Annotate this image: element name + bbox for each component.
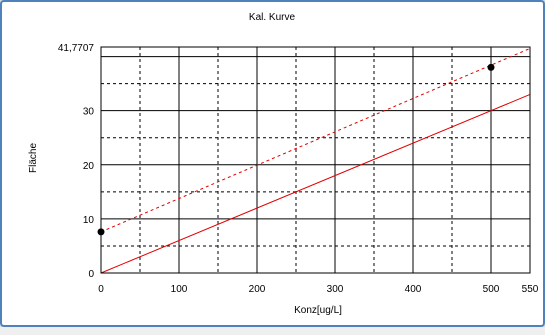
data-point bbox=[487, 63, 495, 71]
bottom-strip bbox=[0, 327, 545, 335]
y-tick-label: 20 bbox=[83, 161, 95, 172]
tick-labels: 0 100 200 300 400 500 550 0 10 20 30 41,7707 bbox=[58, 43, 539, 295]
y-tick-label: 0 bbox=[88, 269, 94, 280]
x-tick-label: 0 bbox=[98, 284, 104, 295]
x-tick-label: 500 bbox=[483, 284, 500, 295]
x-axis-title: Konz[ug/L] bbox=[294, 305, 342, 316]
series-layer bbox=[97, 48, 531, 274]
y-axis-title: Fläche bbox=[28, 143, 39, 173]
y-tick-label: 41,7707 bbox=[58, 43, 95, 54]
x-tick-label: 400 bbox=[405, 284, 422, 295]
dashed-calibration-line bbox=[100, 48, 531, 233]
x-tick-label: 100 bbox=[171, 284, 188, 295]
y-tick-label: 10 bbox=[83, 215, 95, 226]
y-tick-label: 30 bbox=[83, 107, 95, 118]
chart-title: Kal. Kurve bbox=[249, 12, 296, 23]
grid bbox=[101, 47, 530, 273]
x-tick-label: 550 bbox=[522, 284, 539, 295]
plot-frame bbox=[100, 46, 531, 274]
x-tick-label: 300 bbox=[327, 284, 344, 295]
solid-calibration-line bbox=[100, 93, 531, 274]
x-tick-label: 200 bbox=[249, 284, 266, 295]
